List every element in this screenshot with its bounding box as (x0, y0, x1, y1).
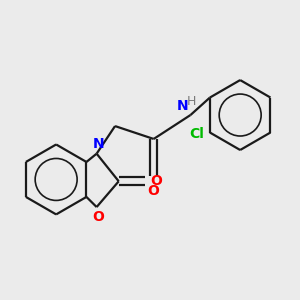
Text: H: H (187, 95, 196, 108)
Text: O: O (151, 174, 163, 188)
Text: O: O (92, 210, 104, 224)
Text: N: N (93, 137, 104, 151)
Text: Cl: Cl (190, 128, 204, 141)
Text: N: N (177, 99, 189, 113)
Text: O: O (148, 184, 160, 198)
